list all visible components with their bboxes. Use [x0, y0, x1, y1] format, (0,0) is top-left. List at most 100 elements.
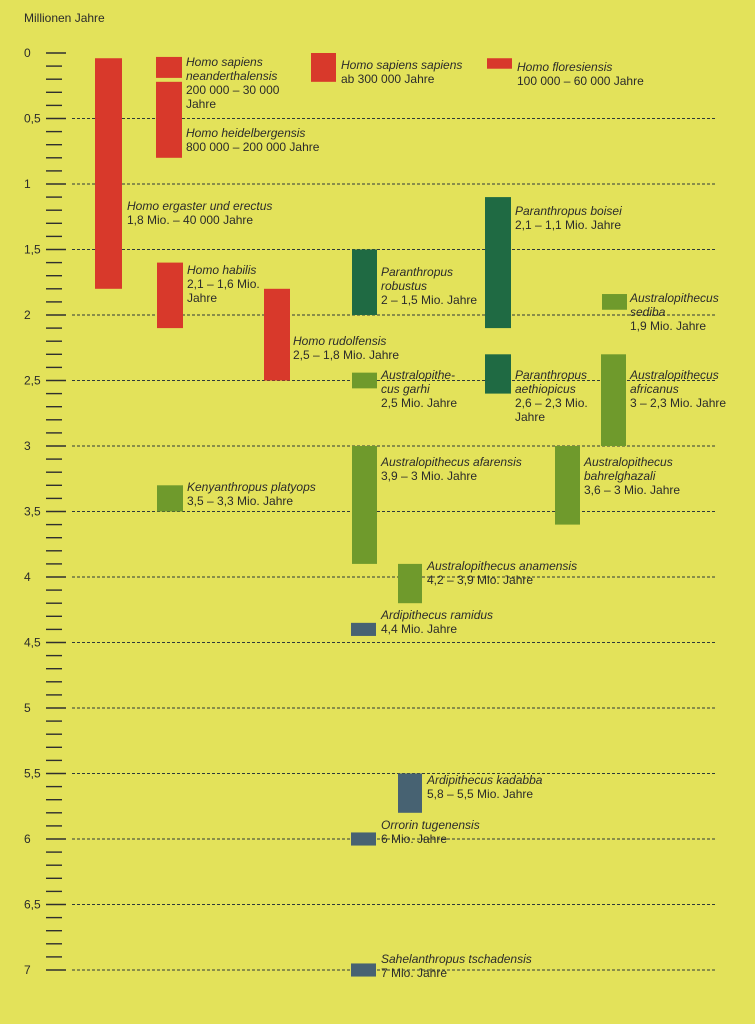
taxon-bar [264, 288, 290, 381]
taxon-range: 1,9 Mio. Jahre [630, 319, 706, 333]
y-tick-label: 2,5 [24, 374, 41, 388]
taxon-range: 3,6 – 3 Mio. Jahre [584, 483, 680, 497]
taxon-name: Homo sapiens [186, 55, 263, 69]
y-tick-label: 3 [24, 439, 31, 453]
taxon-name: Australopithecus [629, 368, 719, 382]
taxon-range: 6 Mio. Jahre [381, 832, 447, 846]
taxon-range: 2 – 1,5 Mio. Jahre [381, 293, 477, 307]
taxon-range: 100 000 – 60 000 Jahre [517, 74, 644, 88]
taxon-bar [95, 58, 122, 289]
taxon-name: Paranthropus [515, 368, 587, 382]
taxon-bar [351, 963, 376, 977]
taxon-name: Paranthropus boisei [515, 204, 622, 218]
taxon-name: Australopithecus [583, 455, 673, 469]
taxon-bar [156, 81, 182, 158]
taxon-range: 3 – 2,3 Mio. Jahre [630, 396, 726, 410]
y-tick-label: 4 [24, 570, 31, 584]
taxon-name: Homo habilis [187, 263, 256, 277]
taxon-name: Australopithe- [380, 368, 455, 382]
taxon-range: 2,6 – 2,3 Mio. [515, 396, 588, 410]
taxon-name: Kenyanthropus platyops [187, 480, 316, 494]
taxon-range: 200 000 – 30 000 [186, 83, 280, 97]
taxon-bar [602, 294, 627, 310]
y-tick-label: 6,5 [24, 898, 41, 912]
y-axis: 0 0,5 1 1,5 2 2,5 3 3,5 4 4,5 5 5,5 6 6,5 7 [24, 46, 66, 977]
taxon-bar [352, 372, 377, 389]
taxon-bar [485, 197, 511, 329]
taxon-bar [485, 354, 511, 394]
taxon-range: 800 000 – 200 000 Jahre [186, 140, 320, 154]
taxon-bar [555, 446, 580, 525]
taxon-range: 2,1 – 1,1 Mio. Jahre [515, 218, 621, 232]
taxon-name: sediba [630, 305, 666, 319]
y-tick-label: 5,5 [24, 767, 41, 781]
taxon-bar [157, 485, 183, 512]
taxon-range: 7 Mio. Jahre [381, 966, 447, 980]
y-tick-label: 4,5 [24, 636, 41, 650]
taxon-name: Australopithecus [629, 291, 719, 305]
taxon-range: 4,2 – 3,9 Mio. Jahre [427, 573, 533, 587]
taxon-range: ab 300 000 Jahre [341, 72, 435, 86]
y-tick-label: 0 [24, 46, 31, 60]
taxon-range: 3,5 – 3,3 Mio. Jahre [187, 494, 293, 508]
taxon-bar [601, 354, 626, 446]
taxon-range: 4,4 Mio. Jahre [381, 622, 457, 636]
y-tick-label: 6 [24, 832, 31, 846]
y-tick-label: 2 [24, 308, 31, 322]
taxon-name: Homo rudolfensis [293, 334, 386, 348]
taxon-name: neanderthalensis [186, 69, 277, 83]
taxon-name: robustus [381, 279, 427, 293]
taxon-bar [352, 446, 377, 564]
taxon-bar [398, 563, 422, 604]
taxon-range: 5,8 – 5,5 Mio. Jahre [427, 787, 533, 801]
taxon-name: Sahelanthropus tschadensis [381, 952, 532, 966]
taxon-name: Australopithecus anamensis [426, 559, 577, 573]
taxon-range: 3,9 – 3 Mio. Jahre [381, 469, 477, 483]
taxon-range: 2,5 – 1,8 Mio. Jahre [293, 348, 399, 362]
taxon-name: Homo sapiens sapiens [341, 58, 462, 72]
taxon-bar [157, 262, 183, 329]
y-tick-label: 7 [24, 963, 31, 977]
taxon-name: Homo ergaster und erectus [127, 199, 272, 213]
taxon-bar [311, 53, 336, 82]
y-axis-title: Millionen Jahre [24, 11, 105, 25]
taxon-name: cus garhi [381, 382, 430, 396]
taxon-name: Paranthropus [381, 265, 453, 279]
taxon-name: Ardipithecus kadabba [426, 773, 543, 787]
taxon-range: Jahre [186, 97, 216, 111]
y-tick-label: 1 [24, 177, 31, 191]
taxon-range: Jahre [515, 410, 545, 424]
taxon-range: 2,5 Mio. Jahre [381, 396, 457, 410]
taxon-range: 1,8 Mio. – 40 000 Jahre [127, 213, 253, 227]
y-tick-label: 0,5 [24, 112, 41, 126]
taxon-bar [487, 58, 512, 69]
taxon-name: africanus [630, 382, 679, 396]
taxon-bar [352, 249, 377, 315]
taxon-bar [351, 832, 376, 846]
taxon-bar [398, 773, 422, 813]
taxon-name: Homo heidelbergensis [186, 126, 305, 140]
taxon-range: 2,1 – 1,6 Mio. [187, 277, 260, 291]
y-tick-label: 1,5 [24, 243, 41, 257]
